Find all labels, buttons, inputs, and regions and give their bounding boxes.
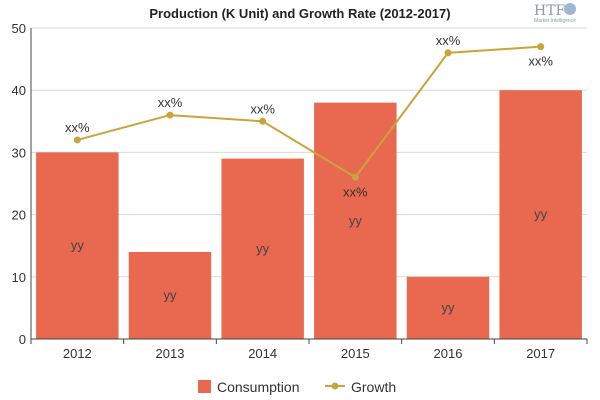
legend-label-growth: Growth	[351, 379, 396, 395]
logo-globe-icon	[564, 3, 576, 15]
x-tick-label: 2017	[526, 346, 555, 361]
bar-labels: yy yy yy yy yy yy	[71, 207, 548, 315]
growth-point-2016	[444, 49, 452, 57]
growth-point-2013	[166, 111, 174, 119]
bar-2014	[221, 158, 304, 339]
growth-data-label: xx%	[343, 184, 368, 199]
growth-line: xx% xx% xx% xx% xx% xx%	[65, 33, 553, 199]
logo-subtext: Market Intelligence	[534, 18, 576, 24]
y-tick-label: 40	[12, 83, 26, 98]
bar-2013	[128, 251, 212, 339]
bar-data-label: yy	[349, 213, 363, 228]
y-tick-label: 50	[12, 21, 26, 36]
y-tick-label: 20	[12, 208, 26, 223]
growth-point-2014	[259, 117, 267, 125]
legend-label-consumption: Consumption	[217, 379, 300, 395]
bar-data-label: yy	[534, 207, 548, 222]
y-tick-label: 30	[12, 145, 26, 160]
growth-data-label: xx%	[158, 95, 183, 110]
y-tick-label: 0	[19, 332, 26, 347]
gridlines	[31, 27, 587, 278]
legend-marker-growth	[331, 382, 339, 390]
bar-data-label: yy	[442, 300, 456, 315]
y-axis: 0 10 20 30 40 50	[12, 21, 26, 347]
bars	[36, 90, 582, 339]
bar-data-label: yy	[71, 238, 85, 253]
x-tick-label: 2016	[434, 346, 463, 361]
growth-data-label: xx%	[436, 33, 461, 48]
growth-series-line	[77, 45, 541, 179]
x-tick-label: 2012	[63, 346, 92, 361]
growth-data-label: xx%	[250, 101, 275, 116]
x-tick-label: 2015	[341, 346, 370, 361]
growth-point-2017	[537, 43, 545, 51]
logo: HTF Market Intelligence	[534, 3, 576, 24]
y-tick-label: 10	[12, 270, 26, 285]
growth-data-label: xx%	[65, 120, 90, 135]
bar-2016	[406, 276, 490, 339]
logo-text: HTF	[534, 3, 566, 19]
legend-swatch-consumption	[198, 380, 211, 393]
x-tick-label: 2013	[156, 346, 185, 361]
x-tick-label: 2014	[248, 346, 277, 361]
x-axis: 2012 2013 2014 2015 2016 2017	[30, 28, 588, 361]
bar-2017	[499, 90, 582, 339]
legend: Consumption Growth	[198, 379, 396, 395]
bar-2012	[36, 152, 119, 339]
chart-title: Production (K Unit) and Growth Rate (201…	[149, 6, 450, 21]
growth-data-label: xx%	[528, 54, 553, 69]
growth-point-2015	[351, 173, 359, 181]
bar-data-label: yy	[164, 287, 178, 302]
bar-data-label: yy	[256, 241, 270, 256]
growth-point-2012	[73, 136, 81, 144]
